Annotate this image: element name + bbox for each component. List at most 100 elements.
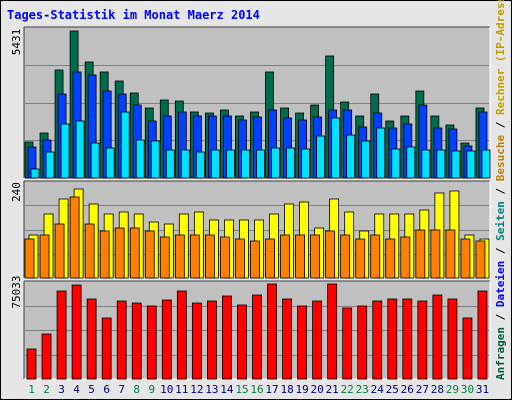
panel-middle-max-label: 240: [10, 182, 23, 202]
bar-kbf-day-17: [267, 283, 277, 380]
bar-seiten-day-21: [331, 117, 341, 179]
bar-kbf-day-10: [161, 299, 172, 380]
legend-part: /: [494, 181, 507, 201]
bar-besuche-day-22: [340, 234, 351, 279]
x-tick-label-day-14: 14: [220, 383, 234, 396]
bar-besuche-day-31: [475, 240, 486, 279]
legend-part: Anfragen: [494, 327, 507, 380]
bar-seiten-day-8: [135, 139, 145, 179]
x-tick-label-day-23: 23: [356, 383, 369, 396]
bar-besuche-day-8: [129, 227, 140, 279]
bar-kbf-day-20: [312, 300, 323, 380]
bar-kbf-day-14: [222, 295, 232, 380]
x-tick-label-day-10: 10: [160, 383, 173, 396]
bar-kbf-day-31: [477, 290, 488, 380]
x-tick-label-day-25: 25: [386, 383, 399, 396]
x-tick-label-day-1: 1: [28, 383, 35, 396]
bar-kbf-day-23: [357, 305, 368, 380]
bar-seiten-day-12: [195, 151, 205, 179]
bar-kbf-day-2: [41, 333, 52, 380]
bar-seiten-day-24: [376, 127, 386, 179]
bar-seiten-day-11: [180, 149, 190, 179]
legend-part: Seiten: [494, 201, 507, 241]
bar-besuche-day-19: [295, 234, 305, 279]
x-tick-label-day-24: 24: [371, 383, 385, 396]
bar-besuche-day-29: [445, 229, 456, 279]
bar-besuche-day-13: [204, 234, 215, 279]
x-tick-label-day-17: 17: [265, 383, 278, 396]
x-tick-label-day-16: 16: [250, 383, 263, 396]
bar-seiten-day-31: [481, 149, 491, 179]
bar-seiten-day-5: [90, 142, 100, 179]
x-tick-label-day-21: 21: [326, 383, 339, 396]
x-tick-label-day-11: 11: [175, 383, 188, 396]
bar-besuche-day-11: [174, 234, 185, 279]
bar-besuche-day-10: [159, 236, 170, 279]
chart-title: Tages-Statistik im Monat Maerz 2014: [7, 8, 260, 22]
legend-part: /: [494, 115, 507, 135]
bar-kbf-day-15: [237, 304, 247, 380]
bar-besuche-day-4: [69, 196, 80, 279]
bar-kbf-day-7: [116, 300, 127, 380]
bar-seiten-day-17: [271, 147, 280, 179]
bar-seiten-day-28: [436, 149, 446, 179]
x-tick-label-day-5: 5: [88, 383, 95, 396]
x-tick-label-day-30: 30: [461, 383, 474, 396]
legend-part: Dateien: [494, 261, 507, 307]
bar-besuche-day-9: [144, 230, 155, 279]
x-tick-label-day-3: 3: [58, 383, 65, 396]
bar-kbf-day-27: [417, 300, 428, 380]
bar-kbf-day-1: [26, 348, 37, 380]
bar-besuche-day-30: [460, 238, 471, 279]
bar-besuche-day-1: [24, 238, 35, 279]
x-tick-label-day-2: 2: [43, 383, 50, 396]
bar-seiten-day-25: [391, 148, 401, 179]
bar-seiten-day-19: [301, 148, 310, 179]
bar-kbf-day-5: [86, 298, 97, 380]
panel-top-max-label: 5431: [10, 29, 23, 56]
x-tick-label-day-7: 7: [118, 383, 125, 396]
x-tick-label-day-27: 27: [416, 383, 429, 396]
bar-besuche-day-3: [54, 223, 65, 279]
bar-kbf-day-30: [462, 317, 473, 380]
x-tick-label-day-13: 13: [205, 383, 218, 396]
bar-seiten-day-2: [45, 151, 55, 179]
bar-seiten-day-23: [361, 140, 371, 179]
x-tick-label-day-29: 29: [446, 383, 459, 396]
bar-seiten-day-6: [105, 147, 115, 179]
bar-seiten-day-1: [30, 168, 40, 179]
x-tick-label-day-8: 8: [133, 383, 140, 396]
bar-besuche-day-16: [250, 240, 260, 279]
bar-besuche-day-18: [280, 234, 290, 279]
bar-seiten-day-9: [150, 140, 160, 179]
bar-seiten-day-26: [406, 146, 416, 179]
x-tick-label-day-19: 19: [295, 383, 308, 396]
bar-besuche-day-24: [370, 234, 381, 279]
bar-kbf-day-26: [402, 298, 413, 380]
bar-seiten-day-27: [421, 149, 431, 179]
bar-kbf-day-4: [71, 284, 82, 380]
bar-seiten-day-20: [316, 135, 326, 179]
x-tick-label-day-15: 15: [235, 383, 248, 396]
bar-seiten-day-4: [75, 120, 85, 179]
bar-besuche-day-12: [189, 234, 200, 279]
bar-kbf-day-9: [146, 305, 157, 380]
bar-besuche-day-14: [220, 236, 230, 279]
x-tick-label-day-20: 20: [310, 383, 323, 396]
bar-kbf-day-21: [327, 283, 338, 380]
bar-seiten-day-7: [120, 111, 130, 179]
bar-besuche-day-17: [265, 238, 275, 279]
bar-seiten-day-29: [451, 150, 461, 179]
bar-seiten-day-13: [210, 149, 220, 179]
bar-besuche-day-7: [114, 227, 125, 279]
bar-kbf-day-19: [297, 305, 307, 380]
bar-besuche-day-6: [99, 230, 110, 279]
bar-seiten-day-22: [346, 134, 356, 179]
bar-kbf-day-12: [191, 302, 202, 380]
bar-besuche-day-15: [235, 238, 245, 279]
bar-seiten-day-30: [466, 150, 476, 179]
bar-kbf-day-6: [101, 317, 112, 380]
bar-besuche-day-27: [415, 229, 426, 279]
bar-kbf-day-18: [282, 298, 292, 380]
bar-besuche-day-25: [385, 238, 396, 279]
